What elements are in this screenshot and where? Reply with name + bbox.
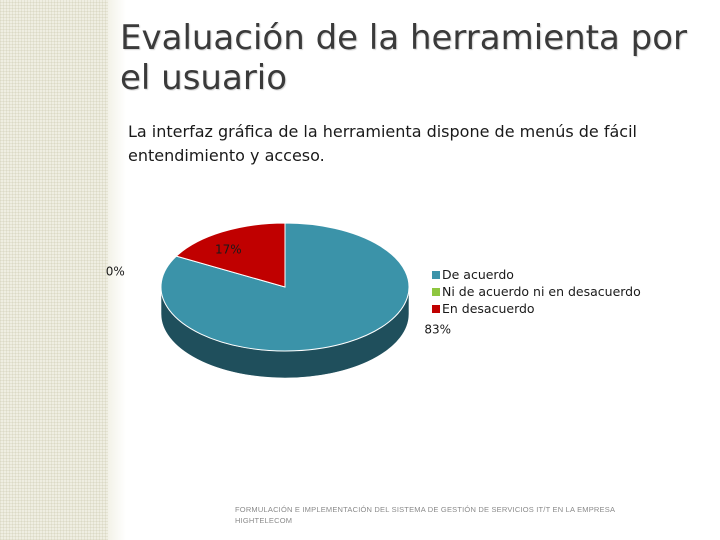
pie-data-label: 0%: [106, 264, 125, 278]
slide-footer: FORMULACIÓN E IMPLEMENTACIÓN DEL SISTEMA…: [235, 505, 615, 525]
slide-title: Evaluación de la herramienta por el usua…: [120, 18, 687, 98]
legend-swatch: [432, 287, 440, 296]
legend-label: Ni de acuerdo ni en desacuerdo: [442, 284, 641, 299]
legend-swatch: [432, 304, 440, 313]
slide-subtitle: La interfaz gráfica de la herramienta di…: [128, 122, 637, 165]
chart-legend: De acuerdo Ni de acuerdo ni en desacuerd…: [432, 266, 641, 317]
legend-label: De acuerdo: [442, 267, 514, 282]
legend-label: En desacuerdo: [442, 301, 535, 316]
pie-top-slices: [160, 222, 410, 352]
pie-data-labels: 83% 0% 17%: [106, 242, 451, 336]
pie-slice: [175, 222, 286, 288]
pie-data-label: 83%: [424, 322, 451, 336]
pie-data-label: 17%: [215, 242, 242, 256]
legend-item: En desacuerdo: [432, 300, 641, 317]
legend-swatch: [432, 270, 440, 279]
legend-item: Ni de acuerdo ni en desacuerdo: [432, 283, 641, 300]
legend-item: De acuerdo: [432, 266, 641, 283]
decorative-side-band: [0, 0, 108, 540]
decorative-side-fade: [108, 0, 126, 540]
